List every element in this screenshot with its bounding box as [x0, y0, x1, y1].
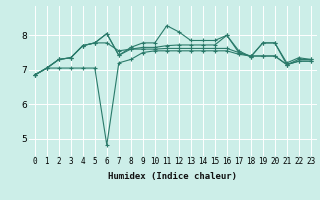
X-axis label: Humidex (Indice chaleur): Humidex (Indice chaleur)	[108, 172, 237, 181]
